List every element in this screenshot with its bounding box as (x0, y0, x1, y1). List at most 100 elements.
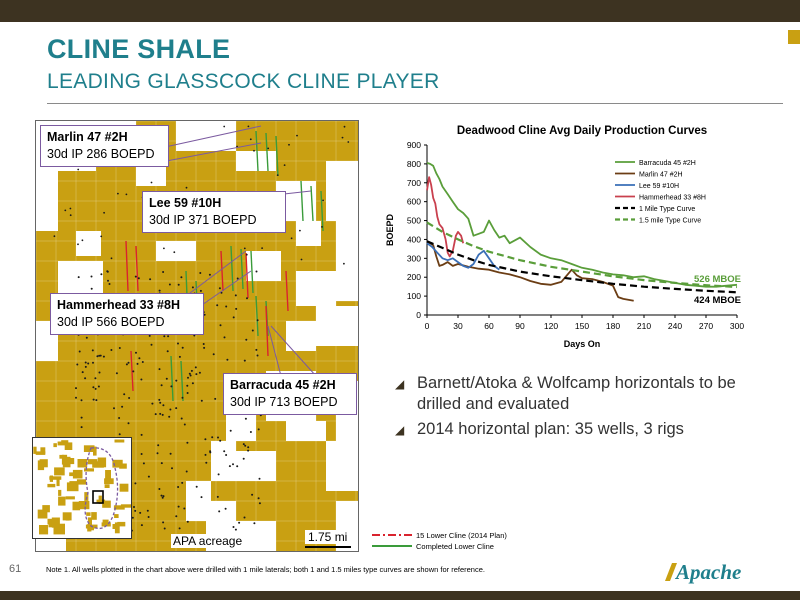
cumulative-annotation-1: 526 MBOE (694, 274, 741, 285)
vertical-well-dot (255, 348, 258, 351)
vertical-well-dot (251, 329, 254, 332)
dash-dot-line-icon (372, 534, 412, 536)
vertical-well-dot (87, 362, 90, 365)
vertical-well-dot (160, 494, 163, 497)
inset-acreage-block (112, 459, 123, 468)
vertical-well-dot (189, 374, 192, 377)
vertical-well-dot (219, 439, 222, 442)
inset-acreage-block (114, 522, 120, 534)
x-tick-label: 210 (637, 321, 651, 331)
bullet-item: ◢ 2014 horizontal plan: 35 wells, 3 rigs (395, 419, 780, 440)
vertical-well-dot (138, 357, 141, 360)
vertical-well-dot (232, 316, 235, 319)
vertical-well-dot (246, 297, 248, 300)
vertical-well-dot (169, 408, 172, 411)
vertical-well-dot (64, 209, 67, 212)
vertical-well-dot (223, 125, 226, 128)
vertical-well-dot (92, 361, 94, 364)
vertical-well-dot (217, 436, 219, 439)
inset-acreage-block (117, 521, 126, 527)
inset-acreage-block (40, 447, 46, 454)
vertical-well-dot (181, 481, 184, 484)
vertical-well-dot (195, 485, 198, 488)
vertical-well-dot (226, 358, 229, 361)
legend-label-2: Marlin 47 #2H (639, 172, 683, 179)
vertical-well-dot (140, 433, 143, 436)
callout-barracuda-ip: 30d IP 713 BOEPD (230, 395, 338, 409)
vertical-well-dot (244, 444, 247, 447)
inset-acreage-block (62, 512, 72, 521)
vertical-well-dot (177, 486, 180, 488)
inset-acreage-block (119, 463, 127, 469)
completed-well-line (255, 295, 259, 337)
completed-well-line (240, 248, 244, 290)
vertical-well-dot (257, 497, 260, 500)
vertical-well-dot (200, 399, 203, 402)
legend-label-4: Hammerhead 33 #8H (639, 195, 706, 202)
vertical-well-dot (131, 516, 134, 519)
inset-acreage-block (102, 500, 111, 508)
vertical-well-dot (229, 429, 232, 432)
callout-marlin-ip: 30d IP 286 BOEPD (47, 147, 155, 161)
vertical-well-dot (258, 477, 261, 480)
vertical-well-dot (127, 422, 130, 425)
vertical-well-dot (243, 247, 246, 250)
well-plan-legend: 15 Lower Cline (2014 Plan) Completed Low… (372, 530, 507, 552)
vertical-well-dot (110, 257, 113, 260)
vertical-well-dot (94, 377, 97, 380)
vertical-well-dot (212, 353, 215, 356)
vertical-well-dot (159, 412, 162, 415)
inset-acreage-block (56, 478, 60, 487)
vertical-well-dot (247, 446, 250, 449)
inset-acreage-block (69, 481, 78, 485)
callout-leader-line (185, 250, 247, 297)
non-acreage-block (326, 161, 358, 221)
inset-acreage-block (59, 454, 64, 459)
y-tick-label: 200 (407, 272, 421, 282)
vertical-well-dot (108, 283, 111, 285)
vertical-well-dot (249, 138, 252, 141)
inset-acreage-block (47, 483, 56, 488)
vertical-well-dot (106, 270, 109, 273)
vertical-well-dot (84, 361, 87, 364)
vertical-well-dot (191, 382, 194, 385)
vertical-well-dot (125, 363, 128, 366)
vertical-well-dot (296, 134, 298, 137)
vertical-well-dot (160, 462, 163, 465)
callout-leader-line (155, 142, 262, 164)
inset-acreage-block (39, 525, 49, 535)
non-acreage-block (286, 421, 326, 441)
inset-acreage-block (102, 519, 109, 527)
planned-well-line (285, 270, 289, 312)
locator-inset-graphic (33, 439, 131, 535)
y-tick-label: 800 (407, 159, 421, 169)
legend-label-3: Lee 59 #10H (639, 183, 679, 190)
inset-acreage-block (97, 457, 107, 468)
completed-well-line (300, 180, 304, 222)
vertical-well-dot (258, 502, 261, 505)
vertical-well-dot (199, 272, 202, 274)
triangle-bullet-icon: ◢ (395, 377, 405, 391)
vertical-well-dot (243, 359, 246, 362)
vertical-well-dot (95, 399, 98, 402)
inset-acreage-block (76, 479, 87, 485)
vertical-well-dot (158, 398, 161, 401)
vertical-well-dot (97, 385, 100, 388)
vertical-well-dot (90, 287, 93, 290)
vertical-well-dot (102, 355, 105, 358)
vertical-well-dot (92, 386, 95, 389)
vertical-well-dot (183, 507, 186, 510)
vertical-well-dot (208, 273, 211, 276)
bullet-item: ◢ Barnett/Atoka & Wolfcamp horizontals to… (395, 373, 780, 415)
vertical-well-dot (343, 262, 345, 265)
slide-title: CLINE SHALE (47, 34, 231, 64)
bottom-bar (0, 591, 800, 600)
x-tick-label: 60 (484, 321, 494, 331)
vertical-well-dot (92, 398, 95, 401)
vertical-well-dot (245, 253, 248, 256)
vertical-well-dot (247, 449, 250, 452)
vertical-well-dot (110, 349, 113, 351)
vertical-well-dot (219, 324, 222, 327)
x-tick-label: 120 (544, 321, 558, 331)
vertical-well-dot (194, 366, 197, 369)
